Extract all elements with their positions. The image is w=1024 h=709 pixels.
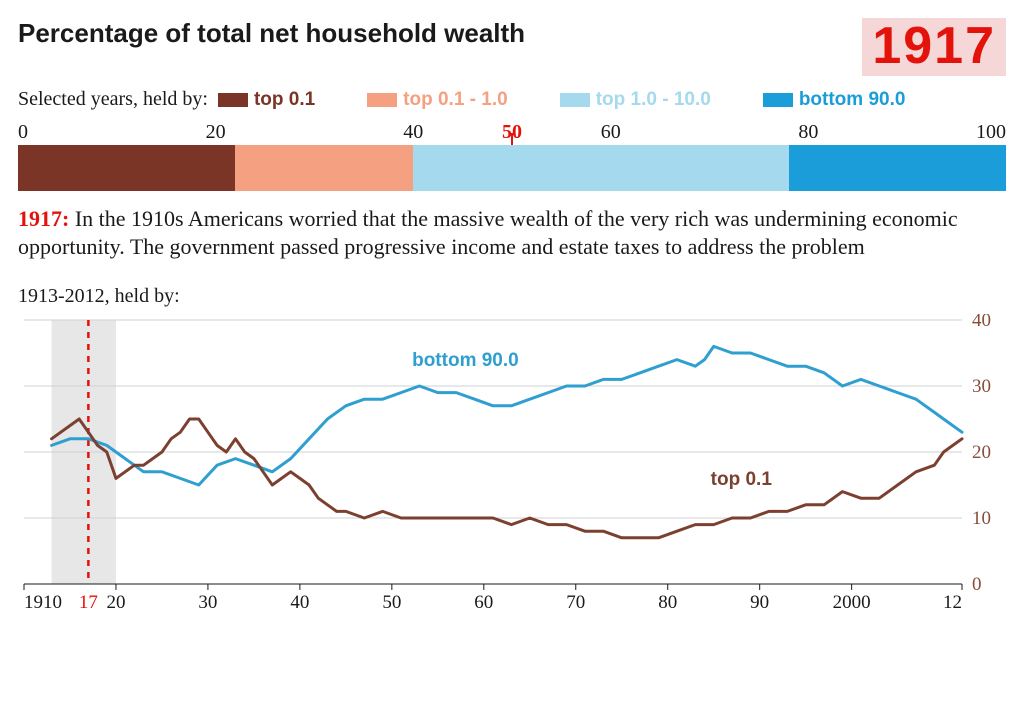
axis-tick: 60 <box>601 121 621 144</box>
chart-title: Percentage of total net household wealth <box>18 18 525 49</box>
x-tick-label: 40 <box>290 592 309 613</box>
y-tick-label: 10 <box>972 508 991 529</box>
axis-tick: 100 <box>976 121 1006 144</box>
fifty-tick-mark <box>511 133 513 145</box>
legend-items: top 0.1 top 0.1 - 1.0 top 1.0 - 10.0 bottom… <box>218 89 906 111</box>
series-label: top 0.1 <box>711 469 773 490</box>
title-row: Percentage of total net household wealth… <box>18 18 1006 76</box>
legend-item: bottom 90.0 <box>763 89 906 111</box>
stacked-segment <box>18 145 235 191</box>
chart-page: Percentage of total net household wealth… <box>0 0 1024 709</box>
axis-tick: 0 <box>18 121 28 144</box>
marker-label: 17 <box>79 592 98 613</box>
x-tick-label: 1910 <box>24 592 62 613</box>
axis-tick: 20 <box>206 121 226 144</box>
legend-swatch <box>763 93 793 107</box>
y-tick-label: 30 <box>972 376 991 397</box>
legend-swatch <box>367 93 397 107</box>
x-tick-label: 20 <box>106 592 125 613</box>
axis-tick: 40 <box>403 121 423 144</box>
stacked-segment <box>235 145 413 191</box>
series-line <box>52 419 962 538</box>
x-tick-label: 80 <box>658 592 677 613</box>
x-tick-label: 50 <box>382 592 401 613</box>
legend-row: Selected years, held by: top 0.1 top 0.1 … <box>18 88 1006 111</box>
line-chart-svg: 0 10 20 30 40 1910 20 30 40 50 60 70 80 90 2000 12 17 bot… <box>18 314 1006 614</box>
stacked-segment <box>789 145 1006 191</box>
caption-year: 1917: <box>18 206 69 231</box>
stacked-bar-wrap <box>18 145 1006 191</box>
axis-tick: 80 <box>798 121 818 144</box>
caption-text: In the 1910s Americans worried that the … <box>18 206 958 259</box>
y-tick-label: 0 <box>972 574 982 595</box>
x-tick-label: 70 <box>566 592 585 613</box>
x-tick-label: 30 <box>198 592 217 613</box>
legend-prefix: Selected years, held by: <box>18 88 208 111</box>
legend-item: top 1.0 - 10.0 <box>560 89 711 111</box>
legend-label: top 0.1 - 1.0 <box>403 89 508 111</box>
caption: 1917: In the 1910s Americans worried tha… <box>18 205 1006 261</box>
line-chart-block: 1913-2012, held by: 0 10 20 30 40 1910 20 30 40 5… <box>18 285 1006 614</box>
x-tick-label: 12 <box>943 592 962 613</box>
legend-item: top 0.1 - 1.0 <box>367 89 508 111</box>
highlight-year: 1917 <box>862 18 1006 76</box>
x-tick-label: 90 <box>750 592 769 613</box>
series-label: bottom 90.0 <box>412 351 519 372</box>
y-tick-label: 40 <box>972 314 991 331</box>
legend-swatch <box>560 93 590 107</box>
legend-label: bottom 90.0 <box>799 89 906 111</box>
y-tick-label: 20 <box>972 442 991 463</box>
legend-swatch <box>218 93 248 107</box>
legend-item: top 0.1 <box>218 89 315 111</box>
line-chart-subtitle: 1913-2012, held by: <box>18 285 1006 308</box>
x-tick-label: 60 <box>474 592 493 613</box>
x-tick-label: 2000 <box>833 592 871 613</box>
legend-label: top 0.1 <box>254 89 315 111</box>
legend-label: top 1.0 - 10.0 <box>596 89 711 111</box>
stacked-segment <box>413 145 788 191</box>
stacked-bar <box>18 145 1006 191</box>
